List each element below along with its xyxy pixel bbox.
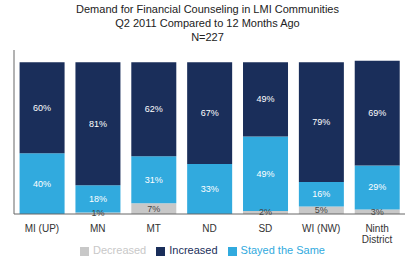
svg-text:MI (UP): MI (UP) — [25, 223, 59, 234]
svg-text:81%: 81% — [89, 119, 107, 129]
svg-text:1%: 1% — [91, 208, 104, 218]
svg-text:7%: 7% — [147, 204, 160, 214]
svg-text:SD: SD — [258, 223, 272, 234]
html-text:Increased: Increased — [169, 244, 218, 256]
svg-text:18%: 18% — [89, 194, 107, 204]
svg-text:WI (NW): WI (NW) — [302, 223, 340, 234]
svg-text:2%: 2% — [259, 207, 272, 217]
svg-text:69%: 69% — [368, 108, 386, 118]
html-text:Q2 2011 Compared to 12 Months: Q2 2011 Compared to 12 Months Ago — [115, 17, 300, 29]
svg-text:62%: 62% — [145, 104, 163, 114]
html-text:Demand for Financial Counselin: Demand for Financial Counseling in LMI C… — [76, 3, 339, 15]
svg-text:3%: 3% — [371, 207, 384, 217]
svg-text:49%: 49% — [257, 169, 275, 179]
html-text:N=227: N=227 — [191, 31, 224, 43]
svg-text:MN: MN — [90, 223, 106, 234]
svg-text:MT: MT — [146, 223, 160, 234]
svg-text:ND: ND — [202, 223, 216, 234]
html-text:Stayed the Same: Stayed the Same — [240, 244, 325, 256]
svg-text:49%: 49% — [257, 94, 275, 104]
svg-text:40%: 40% — [33, 179, 51, 189]
svg-text:79%: 79% — [312, 117, 330, 127]
svg-text:31%: 31% — [145, 175, 163, 185]
svg-text:16%: 16% — [312, 189, 330, 199]
svg-text:60%: 60% — [33, 103, 51, 113]
svg-text:67%: 67% — [201, 108, 219, 118]
svg-text:5%: 5% — [315, 205, 328, 215]
svg-text:29%: 29% — [368, 182, 386, 192]
svg-text:NinthDistrict: NinthDistrict — [362, 223, 393, 245]
html-text:Decreased: Decreased — [93, 244, 147, 256]
svg-text:33%: 33% — [201, 184, 219, 194]
